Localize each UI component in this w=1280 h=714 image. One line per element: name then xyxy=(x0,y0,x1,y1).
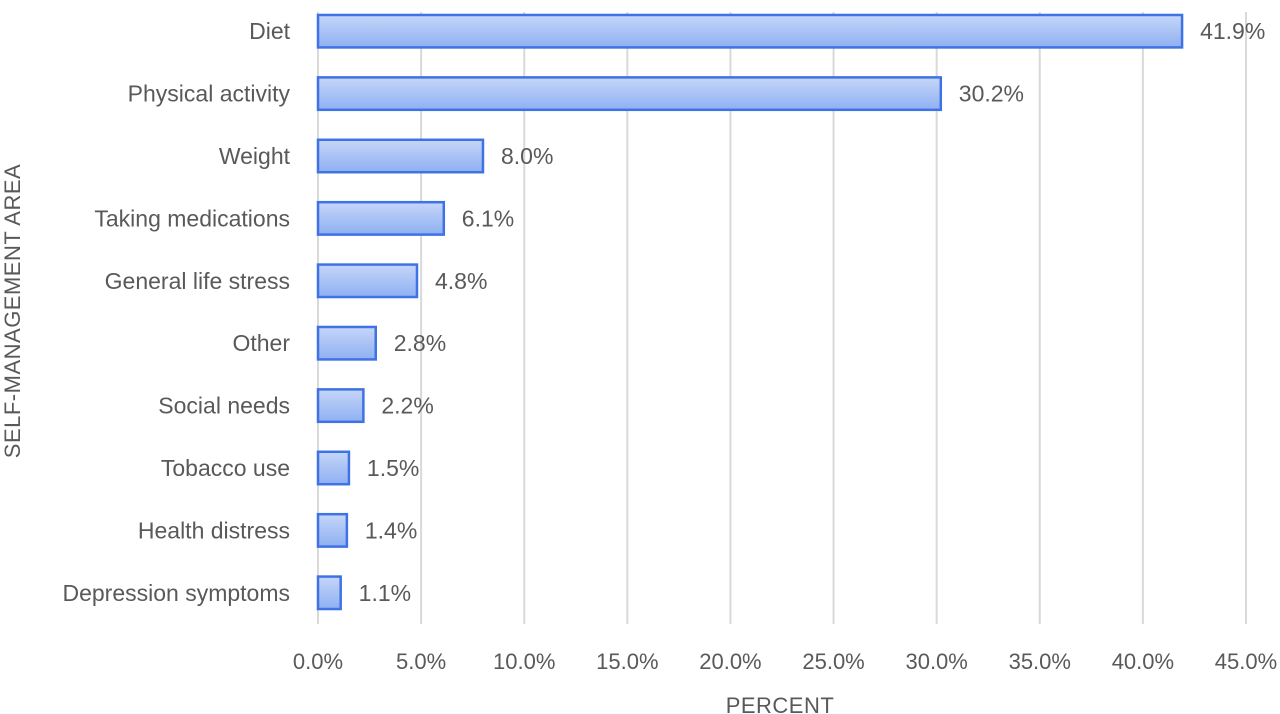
x-tick-label: 35.0% xyxy=(1009,649,1071,674)
data-label: 6.1% xyxy=(462,205,514,231)
bar xyxy=(316,13,1184,49)
data-label: 2.2% xyxy=(381,393,433,419)
x-tick-label: 45.0% xyxy=(1215,649,1277,674)
category-label: Tobacco use xyxy=(161,455,290,481)
category-labels: Diet Physical activity Weight Taking medica… xyxy=(62,18,290,606)
bars xyxy=(316,13,1184,611)
data-label: 2.8% xyxy=(394,330,446,356)
data-label: 8.0% xyxy=(501,143,553,169)
category-label: Other xyxy=(232,330,290,356)
bar xyxy=(316,263,419,299)
category-label: General life stress xyxy=(105,268,290,294)
x-axis-title: PERCENT xyxy=(726,693,835,714)
data-label: 1.1% xyxy=(359,580,411,606)
bar xyxy=(316,512,349,548)
bar xyxy=(316,388,365,424)
x-tick-label: 5.0% xyxy=(396,649,446,674)
x-tick-label: 40.0% xyxy=(1112,649,1174,674)
bar xyxy=(316,200,446,236)
data-label: 1.5% xyxy=(367,455,419,481)
category-label: Taking medications xyxy=(94,205,290,231)
data-label: 4.8% xyxy=(435,268,487,294)
bar xyxy=(316,450,351,486)
category-label: Health distress xyxy=(138,517,290,543)
bar xyxy=(316,76,943,112)
category-label: Weight xyxy=(219,143,291,169)
value-labels: 41.9% 30.2% 8.0% 6.1% 4.8% 2.8% 2.2% 1.5% 1.4% 1.… xyxy=(359,18,1266,606)
data-label: 41.9% xyxy=(1200,18,1265,44)
x-tick-label: 25.0% xyxy=(802,649,864,674)
x-tick-label: 10.0% xyxy=(493,649,555,674)
category-label: Diet xyxy=(249,18,291,44)
bar xyxy=(316,325,377,361)
x-tick-label: 15.0% xyxy=(596,649,658,674)
bar xyxy=(316,575,342,611)
x-tick-label: 20.0% xyxy=(699,649,761,674)
category-label: Depression symptoms xyxy=(62,580,290,606)
data-label: 30.2% xyxy=(959,81,1024,107)
category-label: Physical activity xyxy=(128,81,291,107)
data-label: 1.4% xyxy=(365,517,417,543)
gridlines xyxy=(317,12,1247,624)
x-tick-labels: 0.0% 5.0% 10.0% 15.0% 20.0% 25.0% 30.0% 35.0% 40… xyxy=(293,649,1277,674)
y-axis-title: SELF-MANAGEMENT AREA xyxy=(0,164,25,458)
bar xyxy=(316,138,485,174)
x-tick-label: 30.0% xyxy=(905,649,967,674)
x-tick-label: 0.0% xyxy=(293,649,343,674)
category-label: Social needs xyxy=(158,393,290,419)
